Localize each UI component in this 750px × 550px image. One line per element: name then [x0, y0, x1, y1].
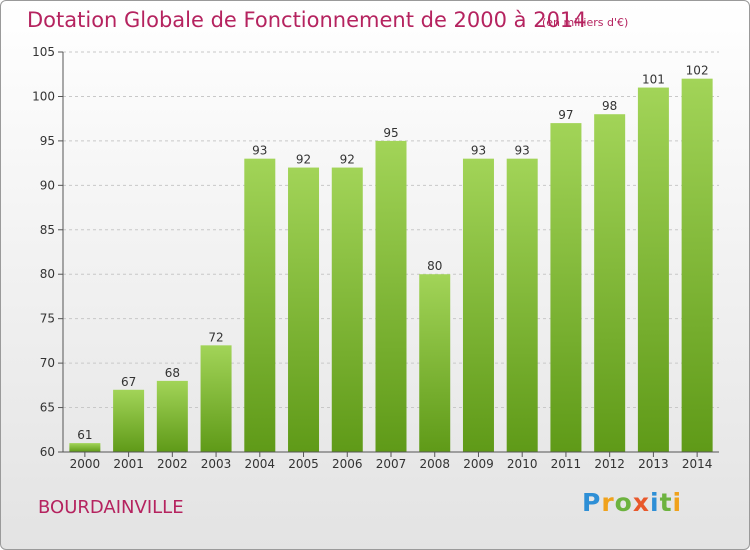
y-tick-label: 70 — [40, 356, 55, 370]
data-label: 92 — [340, 153, 355, 167]
bar-2001 — [113, 389, 145, 452]
x-tick-label: 2011 — [551, 457, 582, 471]
y-tick-label: 95 — [40, 134, 55, 148]
x-tick-label: 2008 — [419, 457, 450, 471]
bar-2014 — [681, 78, 713, 453]
x-tick-label: 2009 — [463, 457, 494, 471]
x-tick-label: 2013 — [638, 457, 669, 471]
logo-letter: o — [614, 488, 633, 517]
y-tick-label: 60 — [40, 445, 55, 459]
data-label: 61 — [77, 428, 92, 442]
x-tick-label: 2002 — [157, 457, 188, 471]
x-tick-label: 2010 — [507, 457, 538, 471]
x-tick-label: 2006 — [332, 457, 363, 471]
data-label: 92 — [296, 153, 311, 167]
logo-letter: i — [650, 488, 660, 517]
bar-2008 — [419, 274, 451, 452]
bar-2005 — [288, 167, 320, 453]
chart-title: Dotation Globale de Fonctionnement de 20… — [27, 8, 587, 32]
bar-2013 — [637, 87, 669, 453]
y-tick-label: 100 — [32, 89, 55, 103]
data-label: 101 — [642, 73, 665, 87]
axes: 60 65 70 75 80 85 90 95 100 105 2000 2001 2002 2003 20… — [32, 45, 719, 471]
bar-2007 — [375, 140, 407, 452]
bar-2006 — [331, 167, 363, 453]
data-label: 67 — [121, 375, 136, 389]
bar-2003 — [200, 345, 232, 452]
y-tick-label: 65 — [40, 401, 55, 415]
logo-letter: r — [601, 488, 615, 517]
data-label: 72 — [208, 330, 223, 344]
y-tick-label: 80 — [40, 267, 55, 281]
y-tick-label: 90 — [40, 178, 55, 192]
data-label: 93 — [515, 144, 530, 158]
data-label: 68 — [165, 366, 180, 380]
commune-name: BOURDAINVILLE — [38, 497, 184, 518]
bar-2004 — [244, 158, 276, 452]
bar-2010 — [506, 158, 538, 452]
proxiti-logo[interactable]: Proxiti — [582, 488, 682, 517]
logo-letter: i — [672, 488, 683, 517]
x-tick-label: 2000 — [70, 457, 101, 471]
x-tick-label: 2003 — [201, 457, 232, 471]
y-tick-label: 85 — [40, 223, 55, 237]
x-tick-label: 2004 — [245, 457, 276, 471]
chart-subtitle: (en milliers d'€) — [542, 16, 629, 29]
x-tick-label: 2014 — [682, 457, 713, 471]
data-label: 97 — [558, 108, 573, 122]
data-label: 98 — [602, 99, 617, 113]
y-tick-label: 75 — [40, 312, 55, 326]
x-tick-label: 2007 — [376, 457, 407, 471]
x-tick-label: 2001 — [113, 457, 144, 471]
data-label: 95 — [383, 126, 398, 140]
data-label: 93 — [252, 144, 267, 158]
logo-letter: t — [659, 488, 673, 517]
bar-2009 — [462, 158, 494, 452]
data-labels: 61 67 68 72 93 92 92 95 80 93 93 97 98 101 102 — [77, 64, 708, 442]
logo-letter: P — [582, 488, 602, 517]
y-tick-label: 105 — [32, 45, 55, 59]
x-tick-label: 2005 — [288, 457, 319, 471]
bar-2000 — [69, 443, 101, 452]
x-tick-label: 2012 — [594, 457, 625, 471]
data-label: 93 — [471, 144, 486, 158]
logo-letter: x — [632, 488, 650, 517]
bar-2002 — [156, 380, 188, 452]
bar-2011 — [550, 123, 582, 452]
bars — [69, 78, 713, 453]
data-label: 80 — [427, 259, 442, 273]
data-label: 102 — [686, 64, 709, 78]
bar-2012 — [594, 114, 626, 452]
